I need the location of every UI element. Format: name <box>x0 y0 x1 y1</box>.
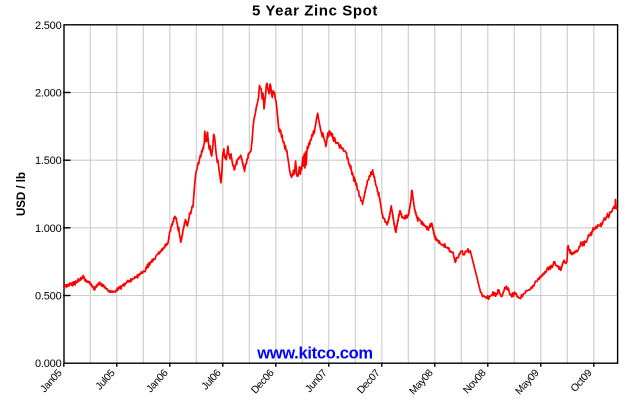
svg-text:Jan06: Jan06 <box>145 368 171 395</box>
svg-text:1.500: 1.500 <box>35 155 62 167</box>
svg-text:Jul06: Jul06 <box>200 368 224 393</box>
svg-text:www.kitco.com: www.kitco.com <box>256 345 373 363</box>
svg-text:Dec06: Dec06 <box>250 368 277 397</box>
svg-text:0.000: 0.000 <box>35 358 62 370</box>
svg-text:Oct09: Oct09 <box>569 368 595 395</box>
svg-text:5 Year Zinc Spot: 5 Year Zinc Spot <box>252 3 378 20</box>
svg-text:0.500: 0.500 <box>35 291 62 303</box>
svg-text:2.000: 2.000 <box>35 88 62 100</box>
svg-text:Nov08: Nov08 <box>462 368 489 397</box>
svg-text:May08: May08 <box>408 368 436 397</box>
svg-text:2.500: 2.500 <box>35 20 62 32</box>
svg-text:1.000: 1.000 <box>35 223 62 235</box>
svg-text:Jan05: Jan05 <box>39 368 65 395</box>
svg-text:May09: May09 <box>514 368 542 397</box>
svg-text:Jul05: Jul05 <box>94 368 118 393</box>
svg-text:USD / lb: USD / lb <box>16 172 28 216</box>
svg-text:Dec07: Dec07 <box>356 368 383 397</box>
svg-text:Jun07: Jun07 <box>304 368 330 395</box>
